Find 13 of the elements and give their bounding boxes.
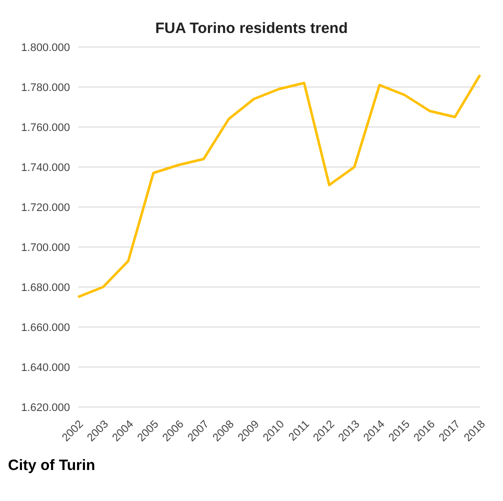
y-tick-label: 1.640.000 (21, 362, 70, 374)
text: City of Turin (8, 457, 96, 474)
y-tick-label: 1.800.000 (21, 42, 70, 54)
y-tick-label: 1.660.000 (21, 322, 70, 334)
y-tick-label: 1.780.000 (21, 82, 70, 94)
y-tick-label: 1.720.000 (21, 202, 70, 214)
y-tick-label: 1.760.000 (21, 122, 70, 134)
y-tick-label: 1.620.000 (21, 402, 70, 414)
y-tick-label: 1.680.000 (21, 282, 70, 294)
y-tick-label: 1.700.000 (21, 242, 70, 254)
line-series (76, 74, 482, 298)
chart-title: FUA Torino residents trend (154, 20, 349, 37)
y-tick-label: 1.740.000 (21, 162, 70, 174)
